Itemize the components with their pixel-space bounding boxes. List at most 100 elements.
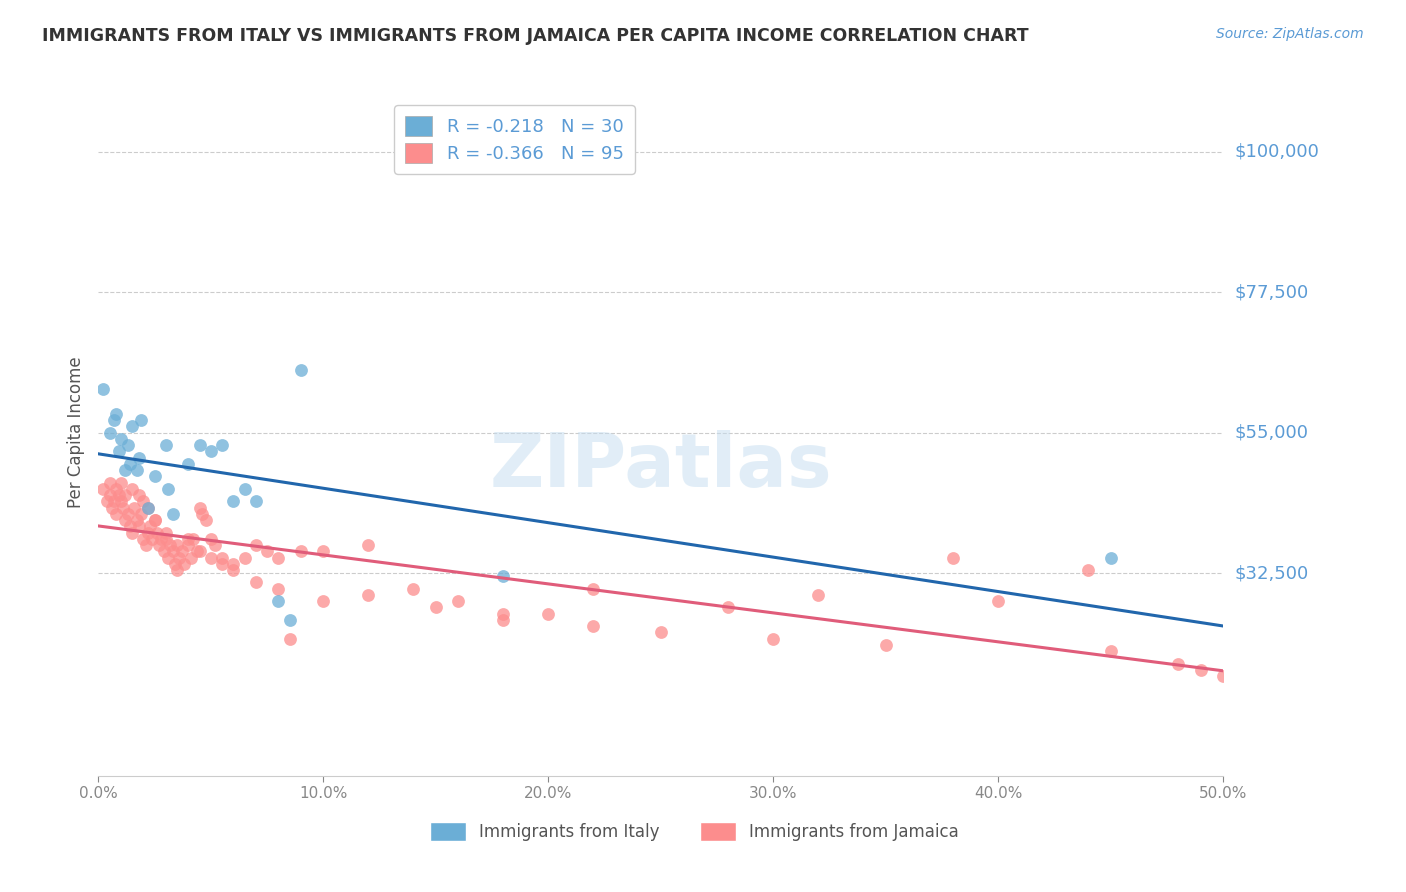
Point [150,532,173,546]
Point [717,600,740,615]
Point [143,469,166,483]
Point [245,494,267,508]
Point [200,532,222,546]
FancyBboxPatch shape [700,822,737,841]
Text: Immigrants from Italy: Immigrants from Italy [478,822,659,840]
Point [256,544,278,558]
Legend: R = -0.218   N = 30, R = -0.366   N = 95: R = -0.218 N = 30, R = -0.366 N = 95 [395,105,634,174]
Point [114,463,136,477]
Point [582,619,605,633]
Point [121,525,143,540]
Point [135,538,157,552]
Point [118,519,141,533]
Point [110,475,132,490]
Text: $100,000: $100,000 [1234,143,1319,161]
Point [357,588,380,602]
Point [312,544,335,558]
Point [211,550,233,565]
Point [222,557,245,571]
Point [222,494,245,508]
Text: IMMIGRANTS FROM ITALY VS IMMIGRANTS FROM JAMAICA PER CAPITA INCOME CORRELATION C: IMMIGRANTS FROM ITALY VS IMMIGRANTS FROM… [42,27,1029,45]
Point [91,482,114,496]
Point [128,519,150,533]
Point [103,413,125,427]
Point [132,532,155,546]
Point [132,494,155,508]
Point [492,569,515,583]
Point [1077,563,1099,577]
Point [290,544,312,558]
Point [139,519,162,533]
Point [186,544,208,558]
Point [105,482,128,496]
Point [177,538,200,552]
Point [103,494,125,508]
Point [290,363,312,377]
Point [128,488,150,502]
Point [1167,657,1189,671]
Point [117,507,139,521]
Point [188,544,211,558]
Text: Source: ZipAtlas.com: Source: ZipAtlas.com [1216,27,1364,41]
Point [96,494,118,508]
Point [143,513,166,527]
Point [278,613,301,627]
Point [267,594,290,608]
Point [173,557,195,571]
Text: Immigrants from Jamaica: Immigrants from Jamaica [748,822,959,840]
Point [107,444,129,458]
Point [177,532,200,546]
Point [402,582,425,596]
Point [222,563,245,577]
Point [166,563,188,577]
Point [136,500,159,515]
Point [155,532,177,546]
Point [101,500,124,515]
Point [148,538,170,552]
Point [155,438,177,452]
Point [159,538,181,552]
Text: $55,000: $55,000 [1234,424,1309,442]
Point [1212,669,1234,683]
Point [181,532,204,546]
FancyBboxPatch shape [430,822,467,841]
Point [107,488,129,502]
Point [1099,550,1122,565]
Point [162,507,184,521]
Point [492,613,515,627]
Point [129,507,152,521]
Point [166,538,188,552]
Point [582,582,605,596]
Point [447,594,470,608]
Point [143,513,166,527]
Point [124,500,146,515]
Point [136,525,159,540]
Point [267,550,290,565]
Point [121,482,143,496]
Point [195,513,218,527]
Point [245,575,267,590]
Point [762,632,785,646]
Point [112,500,135,515]
Point [169,550,191,565]
Point [114,513,136,527]
Point [233,550,256,565]
Point [204,538,226,552]
Point [987,594,1010,608]
Point [188,500,211,515]
Point [942,550,965,565]
Point [537,607,560,621]
Point [211,438,233,452]
Point [118,457,141,471]
Point [141,532,163,546]
Point [98,488,121,502]
Point [136,500,159,515]
Text: $32,500: $32,500 [1234,564,1309,582]
Point [125,463,148,477]
Point [650,625,672,640]
Point [191,507,214,521]
Point [233,482,256,496]
Point [180,550,202,565]
Point [1099,644,1122,658]
Point [245,538,267,552]
